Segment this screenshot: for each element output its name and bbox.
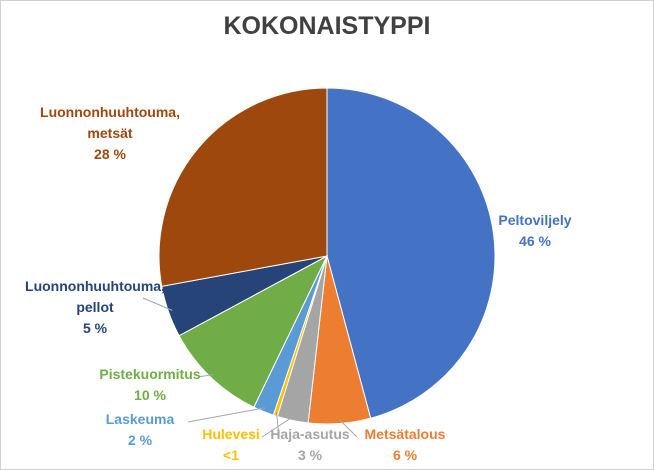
data-label-haja-asutus: Haja-asutus 3 %	[270, 426, 350, 463]
leader-line-laskeuma	[187, 407, 266, 423]
data-label-hulevesi: Hulevesi <1	[202, 426, 260, 463]
pie-slice-peltoviljely	[326, 87, 496, 419]
data-label-luonnonhuuhtouma-pellot: Luonnonhuuhtouma, pellot 5 %	[25, 278, 165, 336]
leader-line-pistekuormitus	[197, 373, 214, 378]
leader-line-hulevesi	[276, 411, 280, 438]
chart-title: KOKONAISTYPPI	[223, 12, 431, 40]
data-label-luonnonhuuhtouma-metsat: Luonnonhuuhtouma, metsät 28 %	[40, 104, 180, 162]
data-label-pistekuormitus: Pistekuormitus 10 %	[99, 366, 200, 403]
pie-slice-luonnonhuuhtouma-metsat	[158, 87, 328, 287]
leader-line-metsatalous	[338, 419, 358, 438]
pie-slice-pistekuormitus	[178, 254, 329, 408]
data-label-peltoviljely: Peltoviljely 46 %	[498, 212, 571, 249]
data-label-laskeuma: Laskeuma 2 %	[106, 411, 175, 448]
data-label-metsatalous: Metsätalous 6 %	[365, 426, 446, 463]
leader-line-luonnonhuuhtouma-pellot	[142, 297, 173, 311]
